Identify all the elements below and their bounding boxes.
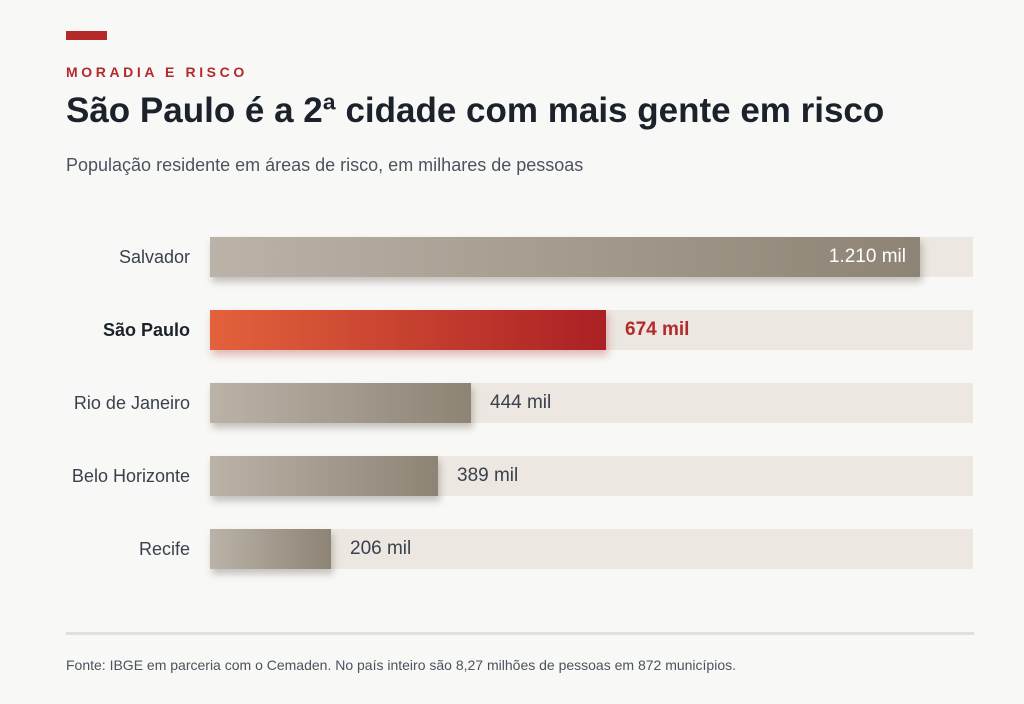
bar-row: Belo Horizonte 389 mil (0, 456, 1024, 496)
value-label: 206 mil (350, 538, 412, 559)
category-label: Belo Horizonte (71, 466, 190, 486)
bar (210, 310, 606, 350)
category-label: Salvador (118, 247, 190, 267)
chart-title: São Paulo é a 2ª cidade com mais gente e… (66, 91, 885, 130)
bar-track (210, 529, 973, 569)
category-label: Rio de Janeiro (73, 393, 190, 413)
category-label: Recife (138, 539, 190, 559)
accent-bar (66, 31, 107, 40)
bar-row: Recife 206 mil (0, 529, 1024, 569)
value-label: 674 mil (625, 319, 690, 340)
bar-row: São Paulo 674 mil (0, 310, 1024, 350)
value-label: 389 mil (457, 465, 519, 486)
value-label: 1.210 mil (828, 246, 906, 267)
footer-divider (66, 632, 974, 635)
source-note: Fonte: IBGE em parceria com o Cemaden. N… (66, 657, 737, 673)
bar-row: Salvador 1.210 mil (0, 237, 1024, 277)
value-label: 444 mil (490, 392, 552, 413)
bar (210, 237, 920, 277)
kicker: MORADIA E RISCO (66, 64, 248, 80)
category-label: São Paulo (102, 320, 190, 340)
bar (210, 383, 471, 423)
chart-subtitle: População residente em áreas de risco, e… (66, 155, 584, 175)
bar-row: Rio de Janeiro 444 mil (0, 383, 1024, 423)
bar (210, 529, 331, 569)
bar (210, 456, 438, 496)
